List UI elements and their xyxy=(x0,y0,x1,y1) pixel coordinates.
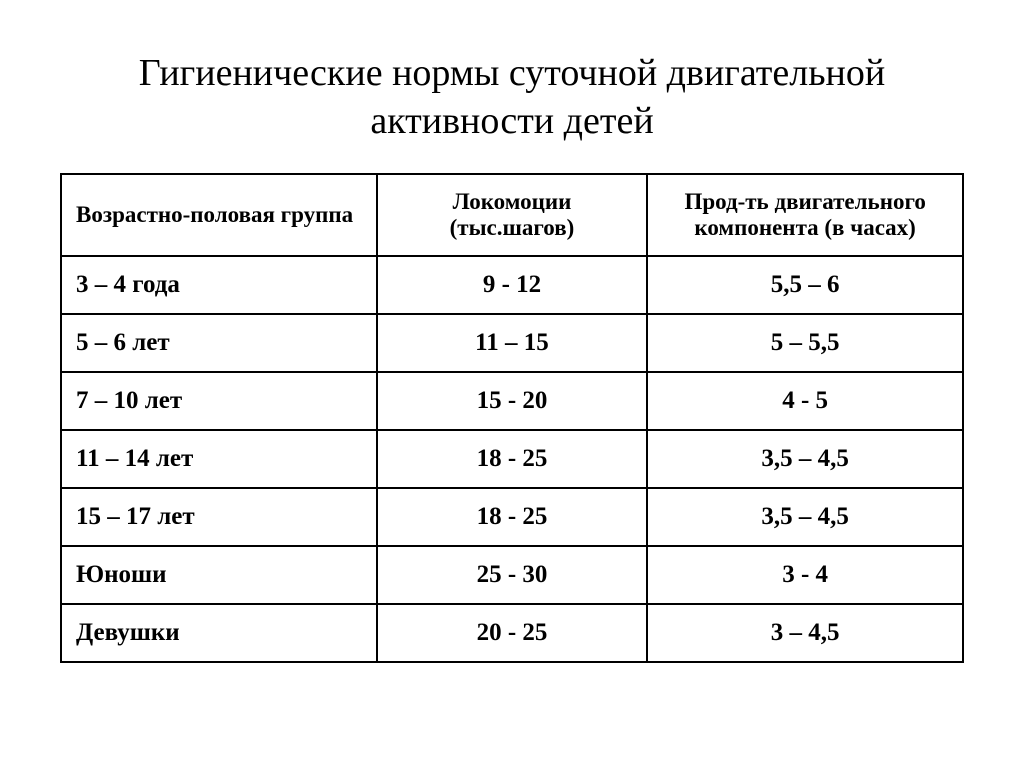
cell-duration: 5 – 5,5 xyxy=(647,314,963,372)
cell-age: 11 – 14 лет xyxy=(61,430,377,488)
column-header-age: Возрастно-половая группа xyxy=(61,174,377,256)
cell-duration: 3,5 – 4,5 xyxy=(647,430,963,488)
cell-locomotion: 25 - 30 xyxy=(377,546,648,604)
table-row: 7 – 10 лет 15 - 20 4 - 5 xyxy=(61,372,963,430)
table-row: Девушки 20 - 25 3 – 4,5 xyxy=(61,604,963,662)
table-row: 15 – 17 лет 18 - 25 3,5 – 4,5 xyxy=(61,488,963,546)
cell-duration: 3 – 4,5 xyxy=(647,604,963,662)
cell-locomotion: 20 - 25 xyxy=(377,604,648,662)
cell-duration: 3 - 4 xyxy=(647,546,963,604)
cell-age: Девушки xyxy=(61,604,377,662)
table-row: 3 – 4 года 9 - 12 5,5 – 6 xyxy=(61,256,963,314)
cell-age: 5 – 6 лет xyxy=(61,314,377,372)
activity-norms-table: Возрастно-половая группа Локомоции (тыс.… xyxy=(60,173,964,663)
cell-duration: 5,5 – 6 xyxy=(647,256,963,314)
column-header-duration: Прод-ть двигательного компонента (в часа… xyxy=(647,174,963,256)
table-row: Юноши 25 - 30 3 - 4 xyxy=(61,546,963,604)
cell-duration: 3,5 – 4,5 xyxy=(647,488,963,546)
cell-locomotion: 9 - 12 xyxy=(377,256,648,314)
cell-locomotion: 18 - 25 xyxy=(377,488,648,546)
column-header-locomotion: Локомоции (тыс.шагов) xyxy=(377,174,648,256)
cell-age: 15 – 17 лет xyxy=(61,488,377,546)
cell-age: Юноши xyxy=(61,546,377,604)
cell-age: 7 – 10 лет xyxy=(61,372,377,430)
cell-locomotion: 15 - 20 xyxy=(377,372,648,430)
cell-locomotion: 18 - 25 xyxy=(377,430,648,488)
table-row: 5 – 6 лет 11 – 15 5 – 5,5 xyxy=(61,314,963,372)
cell-age: 3 – 4 года xyxy=(61,256,377,314)
table-row: 11 – 14 лет 18 - 25 3,5 – 4,5 xyxy=(61,430,963,488)
cell-locomotion: 11 – 15 xyxy=(377,314,648,372)
cell-duration: 4 - 5 xyxy=(647,372,963,430)
page-title: Гигиенические нормы суточной двигательно… xyxy=(60,50,964,145)
table-header-row: Возрастно-половая группа Локомоции (тыс.… xyxy=(61,174,963,256)
